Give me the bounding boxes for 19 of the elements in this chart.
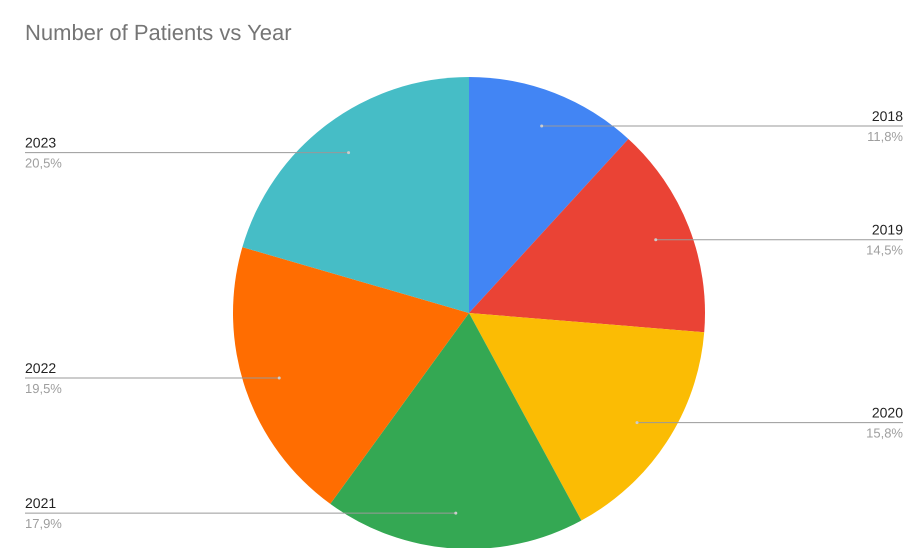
pie-slice	[469, 138, 705, 332]
data-label: 20,5%	[25, 156, 62, 171]
pie-slice	[330, 313, 582, 548]
data-label: 19,5%	[25, 380, 62, 396]
slice-label: 2022	[25, 360, 56, 376]
pie-slice	[469, 77, 628, 313]
slice-label: 2020	[872, 404, 904, 421]
data-label: 14,5%	[866, 242, 904, 258]
pie-slice	[469, 313, 704, 521]
slice-label: 2021	[25, 495, 56, 512]
data-label: 17,9%	[25, 516, 62, 532]
pie-slice	[233, 247, 469, 504]
data-label: 15,8%	[866, 426, 904, 441]
slice-label: 2023	[25, 134, 56, 151]
pie-slice	[242, 77, 469, 313]
chart-title: Number of Patients vs Year	[25, 20, 292, 46]
slice-label: 2018	[872, 108, 904, 124]
slice-label: 2019	[872, 222, 904, 238]
data-label: 11,8%	[867, 129, 904, 144]
